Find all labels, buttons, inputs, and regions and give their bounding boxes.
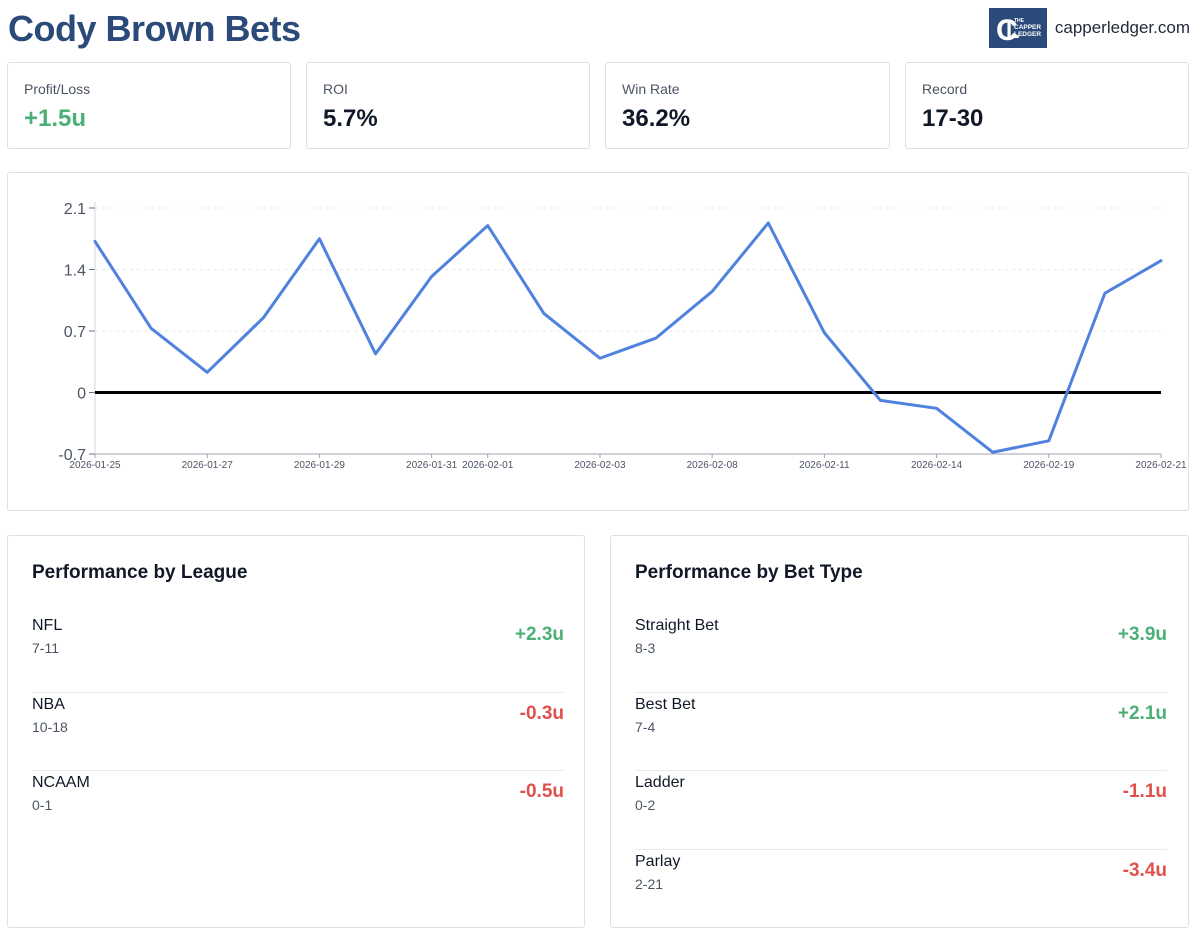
data-point (316, 236, 322, 242)
row-record: 2-21 (635, 875, 664, 892)
row-name: NBA (32, 695, 65, 713)
data-point (541, 310, 547, 316)
data-point (709, 288, 715, 294)
data-point (597, 355, 603, 361)
stat-card-profit-loss: Profit/Loss +1.5u (7, 62, 291, 149)
bet-type-row-ladder[interactable]: Ladder 0-2 -1.1u (635, 771, 1167, 850)
row-record: 10-18 (32, 718, 68, 735)
row-value: -0.3u (519, 702, 564, 724)
row-name: Ladder (635, 774, 685, 791)
svg-text:LEDGER: LEDGER (1014, 31, 1041, 38)
row-record: 0-2 (635, 797, 656, 813)
stat-label: Profit/Loss (24, 81, 91, 97)
svg-text:THE: THE (1014, 18, 1025, 24)
brand-site-link[interactable]: capperledger.com (1054, 18, 1190, 37)
data-point (653, 335, 659, 341)
x-tick-label: 2026-01-27 (182, 460, 234, 471)
data-point (92, 238, 98, 244)
league-row-nfl[interactable]: NFL 7-11 +2.3u (32, 614, 564, 693)
league-list: NFL 7-11 +2.3u NBA 10-18 -0.3u NCAAM 0-1… (32, 614, 564, 850)
x-tick-label: 2026-02-14 (911, 460, 963, 471)
x-tick-label: 2026-02-21 (1135, 460, 1187, 471)
row-value: -3.4u (1122, 859, 1167, 881)
row-value: -0.5u (519, 781, 564, 802)
row-value: +2.3u (514, 624, 564, 645)
page-title: Cody Brown Bets (8, 8, 301, 49)
stat-card-record: Record 17-30 (905, 62, 1189, 149)
row-name: NFL (32, 617, 63, 634)
row-value: +3.9u (1117, 624, 1167, 645)
data-point (1102, 290, 1108, 296)
capper-ledger-logo-mark: C L THE CAPPER LEDGER (996, 14, 1041, 45)
row-name: NCAAM (32, 774, 90, 791)
data-point (821, 330, 827, 336)
bet-type-performance-panel: Performance by Bet Type Straight Bet 8-3… (610, 535, 1189, 928)
data-point (990, 449, 996, 455)
x-tick-label: 2026-01-31 (406, 460, 458, 471)
row-name: Straight Bet (635, 617, 719, 634)
row-name: Parlay (635, 852, 681, 870)
bet-type-row-straight-bet[interactable]: Straight Bet 8-3 +3.9u (635, 614, 1167, 693)
profit-chart-card: -0.7 0 0.7 1.4 2.1 2026-01-25 2026-01-27 2026-0… (7, 172, 1189, 511)
bet-type-row-parlay[interactable]: Parlay 2-21 -3.4u (635, 850, 1167, 929)
x-tick-label: 2026-01-25 (69, 460, 121, 471)
league-row-ncaam[interactable]: NCAAM 0-1 -0.5u (32, 771, 564, 850)
svg-text:CAPPER: CAPPER (1014, 24, 1041, 31)
svg-text:L: L (1006, 18, 1019, 43)
header: Cody Brown Bets C L THE CAPPER LEDGER ca… (8, 6, 1192, 50)
league-performance-panel: Performance by League NFL 7-11 +2.3u NBA… (7, 535, 585, 928)
data-point (1046, 438, 1052, 444)
panel-title: Performance by League (32, 562, 248, 583)
data-point (1158, 258, 1164, 264)
y-tick-label: 0.7 (64, 324, 86, 341)
brand[interactable]: C L THE CAPPER LEDGER capperledger.com (988, 8, 1190, 48)
stat-value: 5.7% (323, 105, 378, 132)
x-tick-label: 2026-02-11 (799, 460, 850, 471)
stat-value: 17-30 (922, 105, 984, 132)
x-tick-label: 2026-02-01 (462, 460, 514, 471)
y-tick-label: 1.4 (64, 263, 86, 280)
data-point (934, 405, 940, 411)
row-value: +2.1u (1117, 702, 1167, 724)
svg-text:C: C (996, 14, 1018, 45)
data-point (485, 223, 491, 229)
x-tick-label: 2026-02-19 (1023, 460, 1075, 471)
data-point (260, 315, 266, 321)
capper-ledger-logo[interactable]: C L THE CAPPER LEDGER (988, 8, 1047, 48)
x-tick-label: 2026-01-29 (294, 460, 346, 471)
data-point (373, 351, 379, 357)
profit-line (93, 221, 1163, 454)
row-value: -1.1u (1122, 781, 1167, 802)
row-record: 0-1 (32, 797, 53, 813)
panel-title: Performance by Bet Type (635, 562, 863, 583)
row-name: Best Bet (635, 695, 696, 713)
data-point (429, 274, 435, 280)
stat-label: ROI (323, 81, 348, 97)
stat-value: +1.5u (24, 105, 87, 132)
data-point (148, 325, 154, 331)
y-tick-label: 0 (77, 386, 86, 403)
data-point (204, 369, 210, 375)
y-tick-label: -0.7 (58, 447, 86, 464)
stat-label: Win Rate (622, 81, 680, 97)
row-record: 8-3 (635, 640, 656, 656)
stat-label: Record (922, 81, 968, 97)
stat-value: 36.2% (622, 105, 691, 132)
data-point (765, 220, 771, 226)
stat-card-roi: ROI 5.7% (306, 62, 590, 149)
row-record: 7-4 (635, 718, 656, 735)
stat-card-win-rate: Win Rate 36.2% (605, 62, 890, 149)
x-tick-label: 2026-02-08 (687, 460, 739, 471)
data-point (877, 397, 883, 403)
x-tick-label: 2026-02-03 (574, 460, 626, 471)
bet-type-list: Straight Bet 8-3 +3.9u Best Bet 7-4 +2.1… (635, 614, 1167, 928)
row-record: 7-11 (32, 640, 59, 656)
y-tick-label: 2.1 (64, 201, 86, 218)
league-row-nba[interactable]: NBA 10-18 -0.3u (32, 693, 564, 771)
bet-type-row-best-bet[interactable]: Best Bet 7-4 +2.1u (635, 693, 1167, 771)
profit-line-chart[interactable]: -0.7 0 0.7 1.4 2.1 2026-01-25 2026-01-27 2026-0… (8, 173, 1190, 512)
